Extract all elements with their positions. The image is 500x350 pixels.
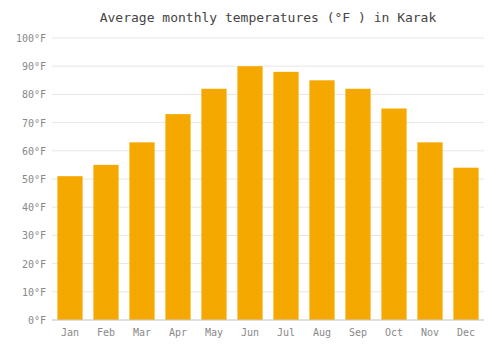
x-axis-line [52,320,484,321]
bar [381,109,406,321]
y-tick-label: 20°F [22,259,46,270]
x-tick-label: Jun [241,327,259,338]
y-axis: 0°F 10°F 20°F 30°F 40°F 50°F 60°F 70°F 80°F 90°F 1… [16,33,46,326]
bars [57,66,478,320]
x-tick-label: Nov [421,327,439,338]
y-tick-label: 50°F [22,174,46,185]
grid [52,38,484,320]
x-tick-label: Oct [385,327,403,338]
x-tick-label: Feb [97,327,115,338]
y-tick-label: 60°F [22,146,46,157]
grid-line [52,38,484,39]
y-tick-label: 100°F [16,33,46,44]
bar [417,142,442,320]
grid-line [52,122,484,123]
bar [201,89,226,320]
grid-line [52,94,484,95]
x-tick-label: Apr [169,327,187,338]
bar [93,165,118,320]
title: Average monthly temperatures (°F ) in Ka… [100,10,437,25]
bar [237,66,262,320]
bar [165,114,190,320]
x-tick-label: Aug [313,327,331,338]
y-tick-label: 80°F [22,89,46,100]
x-tick-label: Sep [349,327,367,338]
x-axis: Jan Feb Mar Apr May Jun Jul Aug Sep Oct Nov Dec [52,320,484,338]
chart-container: Average monthly temperatures (°F ) in Ka… [0,0,500,350]
x-tick-label: Jul [277,327,295,338]
x-tick-label: Mar [133,327,151,338]
x-tick-label: May [205,327,223,338]
y-tick-label: 10°F [22,287,46,298]
bar [273,72,298,320]
y-tick-label: 70°F [22,118,46,129]
x-tick-label: Jan [61,327,79,338]
bar [129,142,154,320]
bar [57,176,82,320]
y-tick-label: 0°F [28,315,46,326]
x-tick-label: Dec [457,327,475,338]
bar [309,80,334,320]
y-tick-label: 30°F [22,230,46,241]
bar [345,89,370,320]
bar [453,168,478,320]
grid-line [52,66,484,67]
y-tick-label: 40°F [22,202,46,213]
grid-line [52,320,484,321]
chart: Average monthly temperatures (°F ) in Ka… [0,0,500,350]
y-tick-label: 90°F [22,61,46,72]
